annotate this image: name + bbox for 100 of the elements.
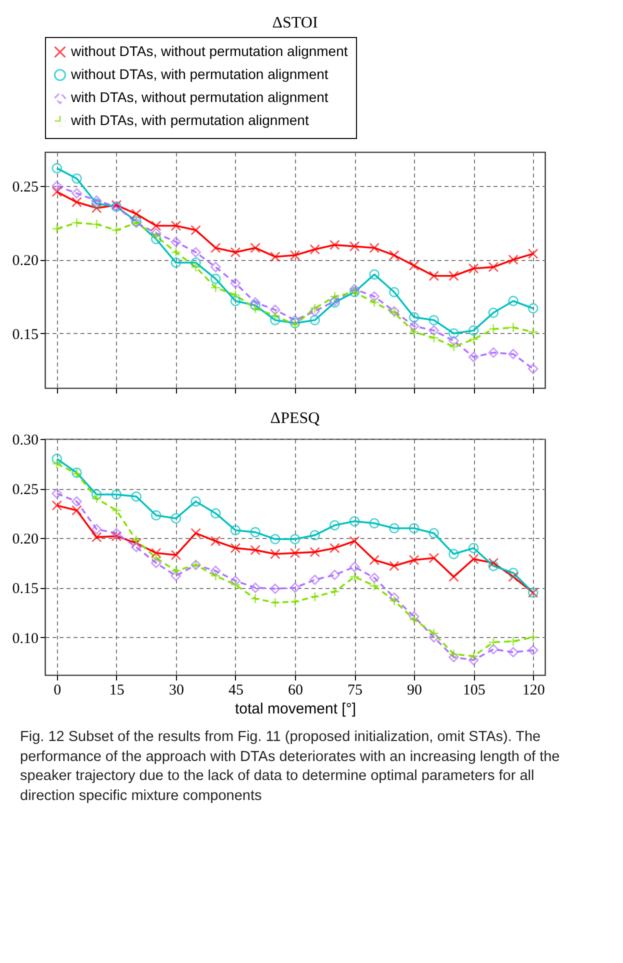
point — [170, 570, 182, 582]
point — [508, 647, 518, 658]
point — [448, 652, 459, 662]
point — [528, 645, 538, 656]
point — [448, 336, 459, 346]
point — [310, 530, 320, 540]
point — [369, 242, 380, 254]
point — [210, 570, 221, 582]
chart-title: ΔPESQ — [270, 410, 320, 427]
point — [488, 644, 499, 654]
point — [270, 597, 280, 608]
point — [91, 219, 102, 230]
point — [270, 304, 280, 315]
point — [468, 325, 479, 336]
point — [369, 554, 380, 566]
point — [210, 282, 221, 293]
point — [270, 252, 280, 262]
point — [230, 576, 241, 586]
point — [111, 531, 122, 542]
point — [190, 257, 201, 268]
point — [468, 334, 479, 344]
x-tick-label: 120 — [522, 682, 545, 698]
point — [190, 528, 201, 538]
point — [408, 326, 420, 338]
point — [52, 163, 62, 174]
point — [488, 560, 499, 572]
point — [170, 257, 182, 268]
point — [250, 303, 260, 314]
point — [428, 628, 440, 639]
point — [170, 550, 182, 560]
legend-label: without DTAs, with permutation alignment — [70, 66, 328, 82]
point — [468, 650, 479, 662]
legend-label: with DTAs, without permutation alignment — [70, 89, 328, 105]
caption: Fig. 12 Subset of the results from Fig. 11 (proposed initialization, omit STAs). The performance of the approach with DTAs deteriorates with an increasing length of the speaker trajectory due to the lack of data to determine optimal parameters for all direction specific mixture components — [20, 728, 561, 806]
point — [389, 250, 400, 260]
point — [230, 580, 241, 590]
point — [528, 364, 538, 374]
point — [270, 548, 280, 560]
point — [170, 220, 182, 231]
point — [508, 322, 518, 333]
point — [488, 262, 499, 272]
point — [448, 342, 459, 352]
x-tick-label: 60 — [288, 682, 303, 698]
point — [150, 220, 162, 231]
point — [111, 505, 122, 516]
point — [72, 173, 82, 184]
point — [488, 637, 499, 648]
x-tick-label: 15 — [109, 682, 124, 698]
point — [528, 326, 538, 338]
point — [488, 347, 499, 358]
point — [290, 548, 300, 558]
point — [468, 352, 479, 362]
point — [428, 325, 440, 336]
point — [150, 510, 162, 521]
point — [91, 532, 102, 542]
point — [330, 240, 340, 250]
point — [408, 523, 420, 534]
point — [369, 269, 380, 280]
point — [528, 248, 538, 259]
point — [349, 516, 360, 526]
point — [389, 592, 400, 603]
point — [72, 505, 82, 516]
point — [528, 303, 538, 314]
point — [389, 523, 400, 534]
point — [310, 314, 320, 326]
point — [250, 582, 260, 593]
point — [250, 242, 260, 254]
point — [230, 278, 241, 288]
point — [448, 649, 459, 660]
point — [508, 254, 518, 265]
point — [408, 611, 420, 622]
point — [408, 320, 420, 332]
x-tick-label: 45 — [228, 682, 244, 698]
point — [349, 562, 360, 572]
point — [72, 218, 82, 228]
point — [52, 500, 62, 511]
y-tick-label: 0.30 — [12, 432, 38, 448]
y-tick-label: 0.15 — [12, 326, 38, 343]
point — [91, 196, 102, 206]
point — [408, 260, 420, 271]
y-tick-label: 0.25 — [12, 482, 38, 498]
point — [349, 536, 360, 546]
point — [131, 491, 142, 502]
point — [369, 572, 380, 583]
x-tick-label: 75 — [348, 682, 363, 698]
point — [250, 544, 260, 556]
point — [190, 262, 201, 272]
point — [190, 225, 201, 236]
point — [250, 297, 260, 308]
point — [408, 614, 420, 625]
point — [250, 300, 260, 311]
point — [428, 632, 440, 642]
point — [488, 558, 499, 568]
point — [190, 496, 201, 507]
point — [270, 584, 280, 594]
point — [150, 558, 162, 568]
point — [290, 534, 300, 544]
point — [310, 244, 320, 255]
point — [290, 582, 300, 593]
point — [428, 552, 440, 564]
